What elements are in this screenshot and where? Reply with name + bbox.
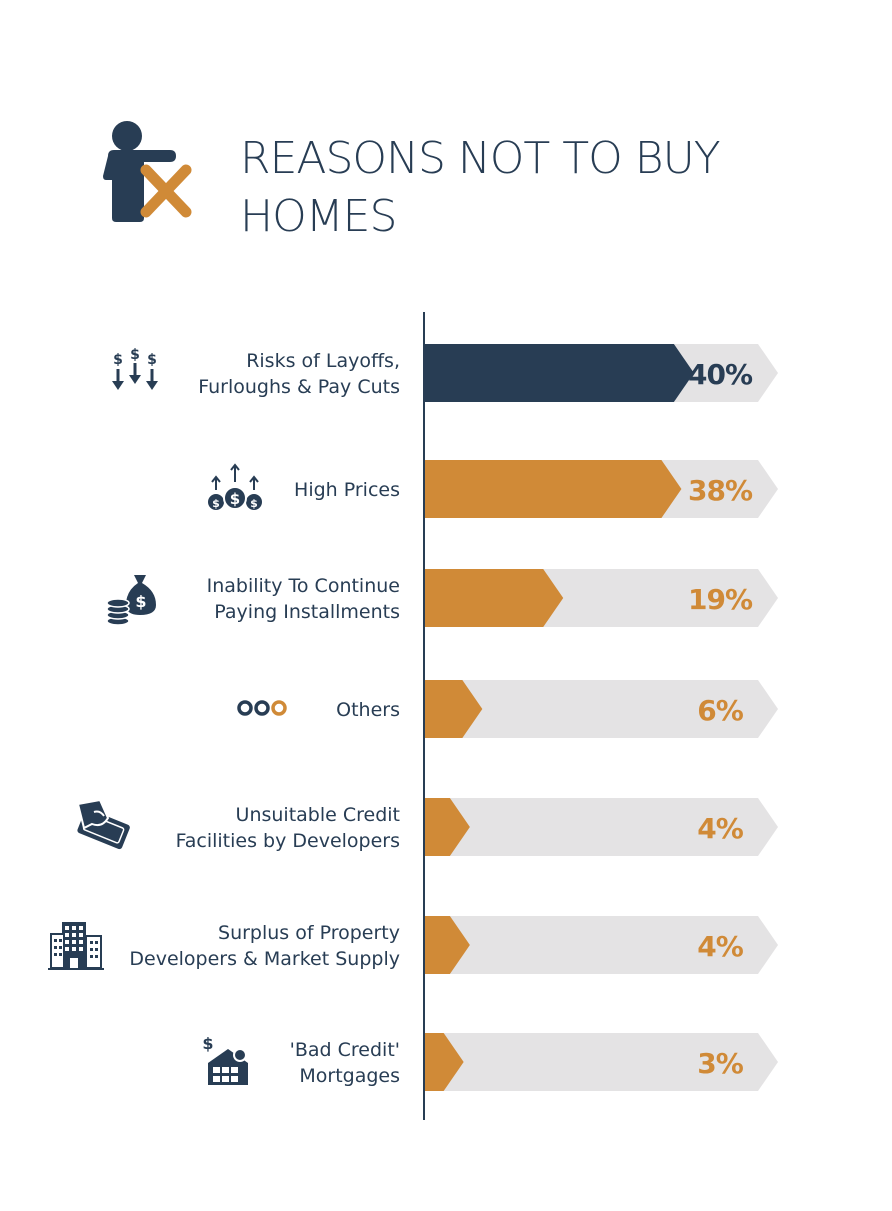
bar xyxy=(425,916,778,974)
category-label-line: Paying Installments xyxy=(214,601,400,623)
bar-row: Surplus of Property Developers & Market S… xyxy=(0,916,892,976)
value-label: 4% xyxy=(697,929,744,963)
category-label-line: Unsuitable Credit xyxy=(235,804,400,826)
bar-fill xyxy=(425,916,470,974)
value-label: 19% xyxy=(687,582,753,616)
bar xyxy=(425,569,778,627)
category-label: 'Bad Credit' Mortgages xyxy=(100,1033,400,1093)
page-title: REASONS NOT TO BUY HOMES xyxy=(240,130,800,246)
axis-line xyxy=(423,312,425,1120)
money-bag-coins-icon: $ xyxy=(104,569,164,629)
bar-row: $ $ $ Risks of Layoffs, Furloughs & Pay C… xyxy=(0,344,892,404)
svg-text:$: $ xyxy=(230,490,240,508)
bar xyxy=(425,680,778,738)
bar-fill xyxy=(425,460,682,518)
bar-row: $ 'Bad Credit' Mortgages 3% xyxy=(0,1033,892,1093)
bar-fill xyxy=(425,569,564,627)
bar xyxy=(425,344,778,402)
bar-fill xyxy=(425,680,483,738)
dollar-down-arrows-icon: $ $ $ xyxy=(108,344,168,404)
bar-track xyxy=(425,916,778,974)
category-label: Surplus of Property Developers & Market S… xyxy=(100,916,400,976)
category-label-line: Others xyxy=(336,699,400,721)
bar xyxy=(425,1033,778,1091)
category-label-line: Facilities by Developers xyxy=(175,830,400,852)
category-label-line: 'Bad Credit' xyxy=(289,1039,400,1061)
category-label: Risks of Layoffs, Furloughs & Pay Cuts xyxy=(100,344,400,404)
svg-text:$: $ xyxy=(147,352,157,368)
bar xyxy=(425,460,778,518)
house-dollar-icon: $ xyxy=(200,1033,260,1093)
category-label-line: Risks of Layoffs, xyxy=(246,350,400,372)
value-label: 4% xyxy=(697,811,744,845)
value-label: 6% xyxy=(697,693,744,727)
bar-track xyxy=(425,798,778,856)
svg-text:$: $ xyxy=(202,1034,213,1053)
bar-row: $ $ $ High Prices 38% xyxy=(0,460,892,520)
category-label-line: Developers & Market Supply xyxy=(129,948,400,970)
bar-row: Others 6% xyxy=(0,680,892,740)
category-label-line: Inability To Continue xyxy=(206,575,400,597)
category-label: Inability To Continue Paying Installments xyxy=(100,569,400,629)
coins-up-arrows-icon: $ $ $ xyxy=(205,460,265,520)
svg-text:$: $ xyxy=(250,497,258,510)
bar-row: $ Inability To Continue Paying Installmen… xyxy=(0,569,892,629)
title-line-2: HOMES xyxy=(240,191,397,242)
svg-text:$: $ xyxy=(135,592,146,611)
hand-banknote-icon xyxy=(74,798,134,858)
category-label: Unsuitable Credit Facilities by Developer… xyxy=(100,798,400,858)
category-label: Others xyxy=(100,680,400,740)
buildings-icon xyxy=(48,916,108,976)
bar-row: Unsuitable Credit Facilities by Developer… xyxy=(0,798,892,858)
bar-track xyxy=(425,1033,778,1091)
value-label: 38% xyxy=(687,473,753,507)
bar-fill xyxy=(425,1033,464,1091)
person-cross-icon xyxy=(100,118,200,228)
three-dots-icon xyxy=(236,680,296,740)
svg-text:$: $ xyxy=(212,497,220,510)
bar xyxy=(425,798,778,856)
bar-fill xyxy=(425,798,470,856)
category-label-line: Mortgages xyxy=(299,1065,400,1087)
category-label-line: High Prices xyxy=(294,479,400,501)
svg-text:$: $ xyxy=(130,347,140,363)
category-label: High Prices xyxy=(100,460,400,520)
value-label: 3% xyxy=(697,1046,744,1080)
title-block: REASONS NOT TO BUY HOMES xyxy=(100,118,800,248)
title-line-1: REASONS NOT TO BUY xyxy=(240,133,721,184)
value-label: 40% xyxy=(687,357,753,391)
bar-track xyxy=(425,680,778,738)
svg-text:$: $ xyxy=(113,352,123,368)
category-label-line: Surplus of Property xyxy=(218,922,400,944)
bar-fill xyxy=(425,344,694,402)
category-label-line: Furloughs & Pay Cuts xyxy=(198,376,400,398)
